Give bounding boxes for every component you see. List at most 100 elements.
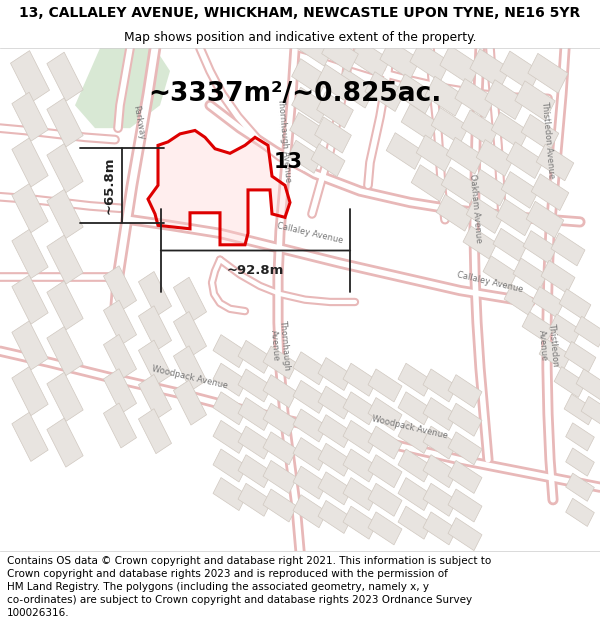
- Polygon shape: [423, 512, 457, 545]
- Polygon shape: [318, 472, 352, 505]
- Polygon shape: [398, 392, 432, 425]
- Polygon shape: [12, 138, 48, 187]
- Text: 13, CALLALEY AVENUE, WHICKHAM, NEWCASTLE UPON TYNE, NE16 5YR: 13, CALLALEY AVENUE, WHICKHAM, NEWCASTLE…: [19, 6, 581, 20]
- Polygon shape: [293, 466, 327, 499]
- Polygon shape: [47, 189, 83, 239]
- Polygon shape: [12, 92, 48, 141]
- Polygon shape: [290, 112, 326, 149]
- Text: Thistledon Avenue: Thistledon Avenue: [540, 101, 556, 179]
- Polygon shape: [10, 51, 50, 102]
- Polygon shape: [401, 104, 439, 141]
- Polygon shape: [448, 432, 482, 465]
- Polygon shape: [318, 386, 352, 419]
- Text: 100026316.: 100026316.: [7, 608, 70, 618]
- Polygon shape: [522, 312, 554, 342]
- Text: Callaley Avenue: Callaley Avenue: [456, 271, 524, 294]
- Polygon shape: [343, 478, 377, 511]
- Polygon shape: [395, 74, 435, 114]
- Polygon shape: [139, 340, 172, 385]
- Polygon shape: [398, 449, 432, 482]
- Polygon shape: [423, 398, 457, 431]
- Polygon shape: [343, 506, 377, 539]
- Polygon shape: [526, 201, 564, 238]
- Text: HM Land Registry. The polygons (including the associated geometry, namely x, y: HM Land Registry. The polygons (includin…: [7, 582, 429, 592]
- Polygon shape: [521, 114, 559, 151]
- Polygon shape: [47, 418, 83, 467]
- Polygon shape: [12, 367, 48, 416]
- Polygon shape: [47, 52, 83, 101]
- Polygon shape: [213, 421, 247, 453]
- Polygon shape: [318, 501, 352, 534]
- Polygon shape: [380, 39, 420, 79]
- Polygon shape: [292, 88, 328, 123]
- Polygon shape: [238, 369, 272, 402]
- Polygon shape: [398, 363, 432, 396]
- Text: ~92.8m: ~92.8m: [227, 264, 284, 278]
- Polygon shape: [47, 327, 83, 376]
- Polygon shape: [564, 394, 596, 425]
- Polygon shape: [343, 363, 377, 396]
- Polygon shape: [318, 415, 352, 447]
- Polygon shape: [47, 144, 83, 192]
- Polygon shape: [506, 142, 544, 179]
- Polygon shape: [213, 334, 247, 367]
- Polygon shape: [368, 398, 402, 431]
- Polygon shape: [103, 369, 137, 414]
- Polygon shape: [238, 426, 272, 459]
- Polygon shape: [440, 46, 480, 85]
- Polygon shape: [398, 478, 432, 511]
- Polygon shape: [12, 184, 48, 232]
- Polygon shape: [263, 403, 297, 436]
- Polygon shape: [12, 412, 48, 461]
- Polygon shape: [293, 438, 327, 471]
- Text: Woodpack Avenue: Woodpack Avenue: [151, 364, 229, 391]
- Polygon shape: [448, 518, 482, 551]
- Polygon shape: [574, 316, 600, 347]
- Polygon shape: [448, 489, 482, 522]
- Polygon shape: [47, 281, 83, 330]
- Polygon shape: [566, 498, 595, 526]
- Polygon shape: [501, 172, 539, 208]
- Polygon shape: [536, 144, 574, 181]
- Text: Oakham Avenue: Oakham Avenue: [469, 173, 484, 243]
- Polygon shape: [551, 233, 585, 266]
- Polygon shape: [386, 132, 424, 169]
- Text: Thornhaugh
Avenue: Thornhaugh Avenue: [268, 319, 292, 372]
- Polygon shape: [485, 79, 525, 119]
- Polygon shape: [466, 197, 504, 233]
- Polygon shape: [293, 352, 327, 385]
- Polygon shape: [148, 131, 290, 245]
- Polygon shape: [317, 92, 353, 128]
- Polygon shape: [463, 226, 497, 259]
- Polygon shape: [238, 341, 272, 373]
- Polygon shape: [500, 51, 540, 91]
- Polygon shape: [213, 363, 247, 396]
- Polygon shape: [368, 369, 402, 402]
- Polygon shape: [139, 409, 172, 454]
- Text: ~65.8m: ~65.8m: [103, 157, 116, 214]
- Polygon shape: [213, 392, 247, 425]
- Polygon shape: [455, 79, 495, 118]
- Text: Map shows position and indicative extent of the property.: Map shows position and indicative extent…: [124, 31, 476, 44]
- Polygon shape: [293, 409, 327, 442]
- Polygon shape: [483, 256, 517, 289]
- Polygon shape: [528, 53, 568, 93]
- Polygon shape: [523, 231, 557, 264]
- Polygon shape: [173, 346, 206, 391]
- Polygon shape: [288, 140, 322, 173]
- Polygon shape: [411, 165, 449, 201]
- Polygon shape: [213, 478, 247, 511]
- Polygon shape: [318, 443, 352, 476]
- Polygon shape: [139, 374, 172, 419]
- Polygon shape: [139, 306, 172, 351]
- Polygon shape: [293, 495, 327, 528]
- Text: co-ordinates) are subject to Crown copyright and database rights 2023 Ordnance S: co-ordinates) are subject to Crown copyr…: [7, 595, 472, 605]
- Polygon shape: [263, 432, 297, 465]
- Polygon shape: [448, 374, 482, 408]
- Polygon shape: [173, 380, 206, 425]
- Polygon shape: [441, 167, 479, 204]
- Text: Contains OS data © Crown copyright and database right 2021. This information is : Contains OS data © Crown copyright and d…: [7, 556, 491, 566]
- Polygon shape: [368, 455, 402, 488]
- Polygon shape: [318, 357, 352, 391]
- Polygon shape: [515, 81, 555, 121]
